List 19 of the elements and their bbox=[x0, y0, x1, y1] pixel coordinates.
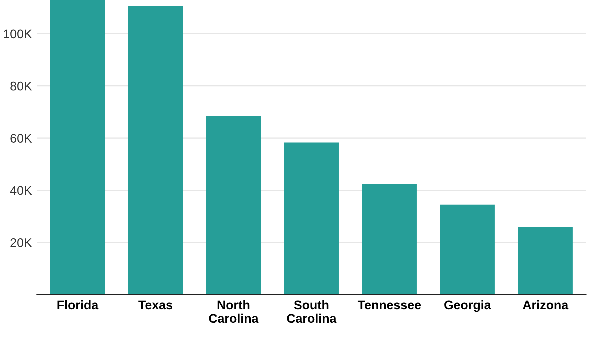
y-tick-label: 80K bbox=[10, 82, 32, 91]
bar bbox=[128, 6, 184, 295]
bar bbox=[440, 204, 495, 295]
x-tick-label: Georgia bbox=[444, 300, 492, 312]
bar bbox=[284, 142, 339, 295]
x-tick-label: Florida bbox=[58, 300, 99, 310]
x-tick-label: South Carolina bbox=[287, 300, 337, 324]
x-tick-label: Tennessee bbox=[358, 300, 422, 310]
bar bbox=[518, 227, 573, 295]
y-tick-label: 60K bbox=[10, 134, 32, 143]
x-tick-label: Texas bbox=[138, 300, 172, 310]
y-tick-label: 100K bbox=[4, 30, 32, 39]
y-tick-label: 40K bbox=[10, 186, 32, 196]
y-tick-label: 20K bbox=[10, 238, 32, 248]
x-tick-label: Arizona bbox=[523, 300, 569, 310]
bar bbox=[206, 116, 262, 295]
x-tick-label: North Carolina bbox=[209, 300, 259, 324]
bar bbox=[50, 0, 106, 295]
bar bbox=[362, 184, 417, 295]
